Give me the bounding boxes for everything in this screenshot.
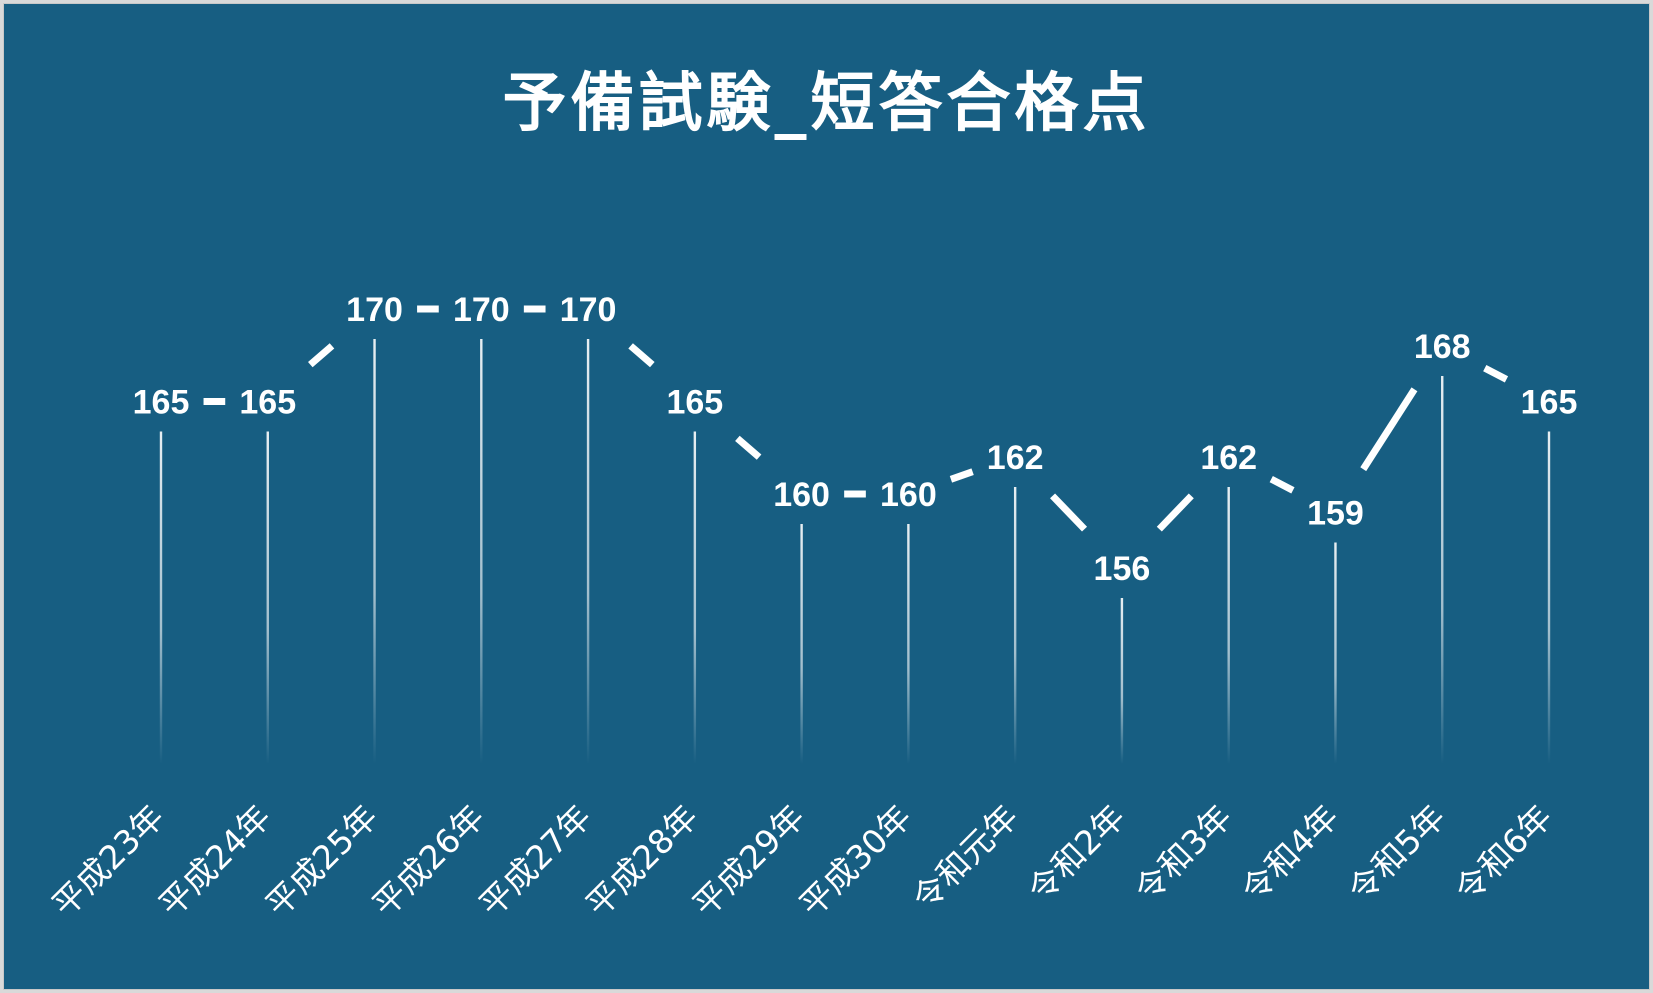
x-tick-label: 令和元年 bbox=[905, 797, 1026, 918]
series-segment bbox=[949, 468, 974, 483]
x-axis-tick-labels: 平成23年平成24年平成25年平成26年平成27年平成28年平成29年平成30年… bbox=[44, 797, 1559, 924]
drop-line bbox=[800, 524, 803, 764]
drop-line bbox=[1547, 431, 1551, 764]
data-label: 170 bbox=[453, 291, 510, 329]
x-tick-label: 平成23年 bbox=[44, 797, 171, 924]
x-tick-label: 平成28年 bbox=[578, 797, 705, 924]
data-label: 168 bbox=[1414, 328, 1471, 366]
drop-line bbox=[1120, 598, 1124, 764]
data-label: 160 bbox=[880, 476, 937, 514]
data-label: 162 bbox=[987, 439, 1044, 477]
drop-line bbox=[693, 431, 697, 764]
chart-title: 予備試験_短答合格点 bbox=[502, 67, 1151, 141]
x-tick-label: 令和3年 bbox=[1127, 797, 1239, 909]
series-segment bbox=[735, 435, 762, 460]
drop-line bbox=[586, 339, 590, 764]
x-tick-label: 平成26年 bbox=[365, 797, 492, 924]
drop-line bbox=[480, 339, 483, 764]
series-segment bbox=[1156, 493, 1194, 532]
series-segment bbox=[1360, 387, 1418, 472]
series-segment bbox=[1269, 476, 1295, 494]
x-tick-label: 平成24年 bbox=[151, 797, 278, 924]
series-segment bbox=[308, 343, 335, 368]
x-tick-label: 令和4年 bbox=[1234, 797, 1346, 909]
x-tick-label: 平成29年 bbox=[685, 797, 812, 924]
data-label: 165 bbox=[666, 384, 723, 422]
data-label: 160 bbox=[773, 476, 830, 514]
drop-line bbox=[266, 431, 269, 764]
chart-frame: 予備試験_短答合格点 165 165 170 170 170 165 160 160 162 15… bbox=[3, 3, 1650, 990]
data-label: 156 bbox=[1094, 550, 1151, 588]
x-tick-label: 令和6年 bbox=[1447, 797, 1559, 909]
x-tick-label: 令和2年 bbox=[1020, 797, 1132, 909]
x-tick-label: 平成30年 bbox=[792, 797, 919, 924]
x-tick-label: 平成27年 bbox=[471, 797, 598, 924]
series-line bbox=[203, 305, 1509, 532]
plot-area: 165 165 170 170 170 165 160 160 162 156 162 159 168 1… bbox=[44, 291, 1578, 924]
series-segment bbox=[628, 343, 655, 368]
drop-line bbox=[159, 431, 163, 764]
data-label: 165 bbox=[239, 384, 296, 422]
series-segment bbox=[1483, 365, 1509, 383]
data-label: 165 bbox=[1521, 384, 1578, 422]
drop-line bbox=[1227, 487, 1230, 764]
series-segment bbox=[1050, 493, 1088, 532]
drop-lines bbox=[159, 339, 1551, 764]
drop-line bbox=[1441, 376, 1444, 764]
data-labels: 165 165 170 170 170 165 160 160 162 156 162 159 168 1… bbox=[133, 291, 1578, 588]
x-tick-label: 平成25年 bbox=[258, 797, 385, 924]
drop-line bbox=[1334, 542, 1337, 764]
data-label: 162 bbox=[1200, 439, 1257, 477]
data-label: 165 bbox=[133, 384, 190, 422]
data-label: 159 bbox=[1307, 495, 1364, 533]
drop-line bbox=[907, 524, 910, 764]
data-label: 170 bbox=[346, 291, 403, 329]
drop-line bbox=[373, 339, 376, 764]
x-tick-label: 令和5年 bbox=[1340, 797, 1452, 909]
drop-line bbox=[1013, 487, 1017, 764]
data-label: 170 bbox=[560, 291, 617, 329]
